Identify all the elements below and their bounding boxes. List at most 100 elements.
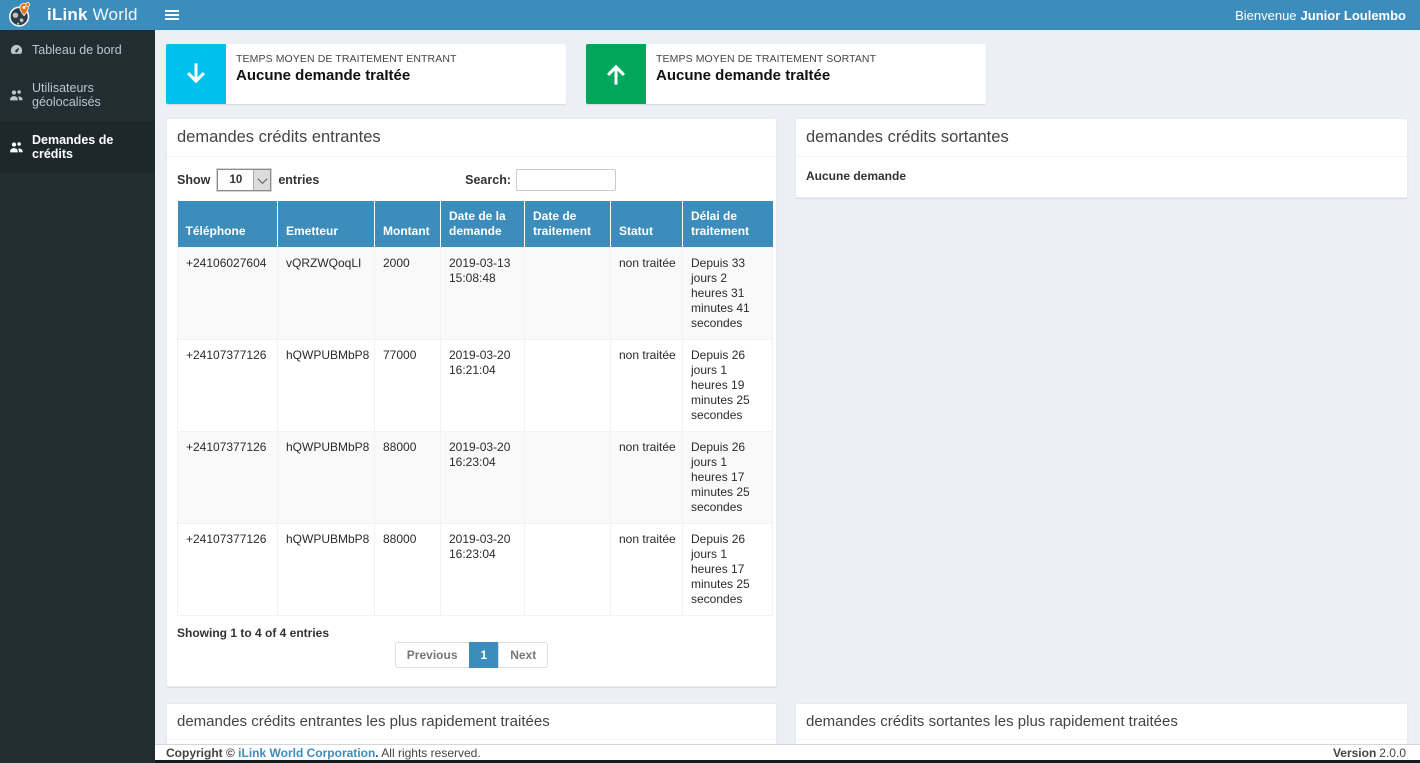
search-control: Search: [465,169,616,191]
column-header-delai[interactable]: Délai de traitement [682,201,773,248]
cell-telephone: +24107377126 [177,431,278,524]
users-icon [9,140,24,155]
page-length-control: Show 10 entries [177,168,319,192]
cell-telephone: +24107377126 [177,523,278,616]
cell-emetteur: hQWPUBMbP8 [277,431,375,524]
panel-demandes-entrantes: demandes crédits entrantes Show 10 entri… [166,118,777,687]
panel-body: Show 10 entries Search: [167,157,776,686]
version-text: Version 2.0.0 [1333,746,1406,760]
panels-grid: demandes crédits entrantes Show 10 entri… [166,118,1408,745]
panel-title: demandes crédits entrantes les plus rapi… [177,713,550,730]
cell-delai: Depuis 33 jours 2 heures 31 minutes 41 s… [682,247,773,340]
table-info: Showing 1 to 4 of 4 entries [177,626,330,640]
users-icon [9,88,24,103]
column-header-telephone[interactable]: Téléphone [177,201,278,248]
stat-card-value: Aucune demande traItée [656,67,831,84]
panel-body: Aucune demande [796,157,1407,197]
stat-card-traitement-sortant: TEMPS MOYEN DE TRAITEMENT SORTANT Aucune… [586,44,986,104]
table-row: +24107377126 hQWPUBMbP8 77000 2019-03-20… [177,339,773,432]
panel-header: demandes crédits sortantes les plus rapi… [796,704,1407,740]
cell-statut: non traitée [610,247,683,340]
cell-montant: 88000 [374,431,441,524]
cell-montant: 2000 [374,247,441,340]
table-row: +24107377126 hQWPUBMbP8 88000 2019-03-20… [177,431,773,524]
sidebar-item-utilisateurs-geolocalises[interactable]: Utilisateurs géolocalisés [0,69,155,121]
sidebar-item-tableau-de-bord[interactable]: Tableau de bord [0,30,155,69]
stat-card-title: TEMPS MOYEN DE TRAITEMENT ENTRANT [236,53,457,65]
footer: Copyright © iLink World Corporation. All… [155,744,1420,760]
sidebar-item-label: Utilisateurs géolocalisés [32,81,101,109]
column-header-statut[interactable]: Statut [610,201,683,248]
pagination: Previous 1 Next [177,642,766,668]
copyright-suffix: . [375,745,379,760]
cell-date-demande: 2019-03-20 16:23:04 [440,523,525,616]
column-header-montant[interactable]: Montant [374,201,441,248]
cell-delai: Depuis 26 jours 1 heures 17 minutes 25 s… [682,523,773,616]
demandes-entrantes-table: Téléphone Emetteur Montant Date de la de… [177,201,773,616]
cell-date-traitement [524,523,611,616]
cell-date-demande: 2019-03-20 16:21:04 [440,339,525,432]
chevron-down-icon [253,170,271,190]
company-link[interactable]: iLink World Corporation [238,745,376,760]
show-label: Show [177,173,211,187]
panel-title: demandes crédits sortantes [806,128,1009,146]
search-input[interactable] [516,169,616,191]
page-length-value: 10 [229,174,243,186]
arrow-up-icon [586,44,646,104]
stat-card-content: TEMPS MOYEN DE TRAITEMENT ENTRANT Aucune… [226,44,467,104]
cell-montant: 88000 [374,523,441,616]
pagination-page-1-button[interactable]: 1 [468,642,500,668]
version-label: Version [1332,745,1377,760]
datatable-controls: Show 10 entries Search: [177,168,766,192]
cell-emetteur: vQRZWQoqLI [277,247,375,340]
stat-card-content: TEMPS MOYEN DE TRAITEMENT SORTANT Aucune… [646,44,886,104]
cell-date-demande: 2019-03-20 16:23:04 [440,431,525,524]
hamburger-icon [165,14,179,16]
cell-delai: Depuis 26 jours 1 heures 17 minutes 25 s… [682,431,773,524]
search-label: Search: [465,173,511,187]
top-navbar: iLink World Bienvenue Junior Loulembo [0,0,1420,30]
page-length-select[interactable]: 10 [216,168,273,192]
column-header-date-demande[interactable]: Date de la demande [440,201,525,248]
cell-telephone: +24107377126 [177,339,278,432]
brand-logo[interactable]: iLink World [0,0,155,30]
stat-cards-row: TEMPS MOYEN DE TRAITEMENT ENTRANT Aucune… [166,44,1408,104]
panel-header: demandes crédits entrantes [167,119,776,157]
rights-text: All rights reserved. [378,745,481,760]
empty-message: Aucune demande [806,169,907,183]
stat-card-traitement-entrant: TEMPS MOYEN DE TRAITEMENT ENTRANT Aucune… [166,44,566,104]
panel-title: demandes crédits entrantes [177,128,381,146]
pagination-previous-button[interactable]: Previous [394,642,470,668]
cell-emetteur: hQWPUBMbP8 [277,339,375,432]
cell-statut: non traitée [610,339,683,432]
panel-entrantes-rapidement: demandes crédits entrantes les plus rapi… [166,703,777,745]
sidebar-item-demandes-de-credits[interactable]: Demandes de crédits [0,121,155,173]
stat-card-value: Aucune demande traItée [236,67,411,84]
sidebar-toggle-button[interactable] [155,0,189,30]
cell-date-traitement [524,431,611,524]
globe-pin-logo-icon [7,2,33,28]
pagination-next-button[interactable]: Next [498,642,549,668]
column-header-date-traitement[interactable]: Date de traitement [524,201,611,248]
panel-demandes-sortantes: demandes crédits sortantes Aucune demand… [795,118,1408,198]
sidebar: Tableau de bord Utilisateurs géolocalisé… [0,30,155,763]
cell-date-traitement [524,339,611,432]
cell-statut: non traitée [610,523,683,616]
cell-emetteur: hQWPUBMbP8 [277,523,375,616]
panel-header: demandes crédits entrantes les plus rapi… [167,704,776,740]
stat-card-title: TEMPS MOYEN DE TRAITEMENT SORTANT [656,53,877,65]
sidebar-item-label: Demandes de crédits [32,133,114,161]
cell-delai: Depuis 26 jours 1 heures 19 minutes 25 s… [682,339,773,432]
panel-title: demandes crédits sortantes les plus rapi… [806,713,1178,730]
table-row: +24106027604 vQRZWQoqLI 2000 2019-03-13 … [177,247,773,340]
brand-title: iLink World [47,5,138,24]
sidebar-item-label: Tableau de bord [32,42,122,57]
table-row: +24107377126 hQWPUBMbP8 88000 2019-03-20… [177,523,773,616]
column-header-emetteur[interactable]: Emetteur [277,201,375,248]
panel-sortantes-rapidement: demandes crédits sortantes les plus rapi… [795,703,1408,745]
panel-header: demandes crédits sortantes [796,119,1407,157]
table-header-row: Téléphone Emetteur Montant Date de la de… [177,201,773,248]
cell-statut: non traitée [610,431,683,524]
welcome-message: Bienvenue Junior Loulembo [1235,7,1406,23]
